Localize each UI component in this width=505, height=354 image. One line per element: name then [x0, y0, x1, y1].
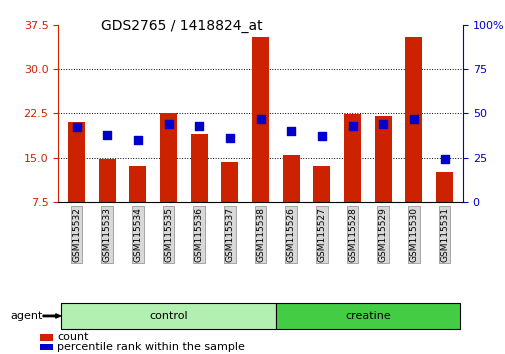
Text: GSM115538: GSM115538	[256, 207, 265, 262]
Text: GSM115534: GSM115534	[133, 207, 142, 262]
Text: GSM115530: GSM115530	[409, 207, 418, 262]
Bar	[129, 166, 146, 202]
Point	[195, 123, 203, 129]
Point	[164, 121, 172, 127]
Bar	[190, 134, 207, 202]
Text: GDS2765 / 1418824_at: GDS2765 / 1418824_at	[101, 19, 262, 34]
Bar	[435, 172, 452, 202]
Bar	[68, 122, 85, 202]
Point	[440, 156, 448, 162]
Text: GSM115526: GSM115526	[286, 207, 295, 262]
Bar	[251, 36, 269, 202]
Point	[287, 128, 295, 134]
Point	[378, 121, 386, 127]
Point	[348, 123, 356, 129]
Text: count: count	[57, 332, 88, 342]
Point	[256, 116, 264, 121]
Bar	[282, 155, 299, 202]
Point	[103, 132, 111, 137]
Point	[317, 133, 325, 139]
Text: GSM115536: GSM115536	[194, 207, 204, 262]
Bar	[160, 113, 177, 202]
Text: agent: agent	[10, 311, 42, 321]
Text: GSM115531: GSM115531	[439, 207, 448, 262]
Point	[134, 137, 142, 143]
Bar	[98, 159, 116, 202]
Text: GSM115528: GSM115528	[347, 207, 357, 262]
Bar	[313, 166, 330, 202]
Text: percentile rank within the sample: percentile rank within the sample	[57, 342, 244, 352]
Bar	[374, 116, 391, 202]
Bar	[405, 36, 422, 202]
Text: creatine: creatine	[344, 311, 390, 321]
Text: GSM115533: GSM115533	[103, 207, 112, 262]
Text: GSM115529: GSM115529	[378, 207, 387, 262]
Text: GSM115527: GSM115527	[317, 207, 326, 262]
Text: GSM115537: GSM115537	[225, 207, 234, 262]
Point	[72, 125, 80, 130]
Text: GSM115535: GSM115535	[164, 207, 173, 262]
Bar	[343, 114, 360, 202]
Point	[409, 116, 417, 121]
Text: control: control	[149, 311, 187, 321]
Point	[225, 135, 233, 141]
Text: GSM115532: GSM115532	[72, 207, 81, 262]
Bar	[221, 162, 238, 202]
